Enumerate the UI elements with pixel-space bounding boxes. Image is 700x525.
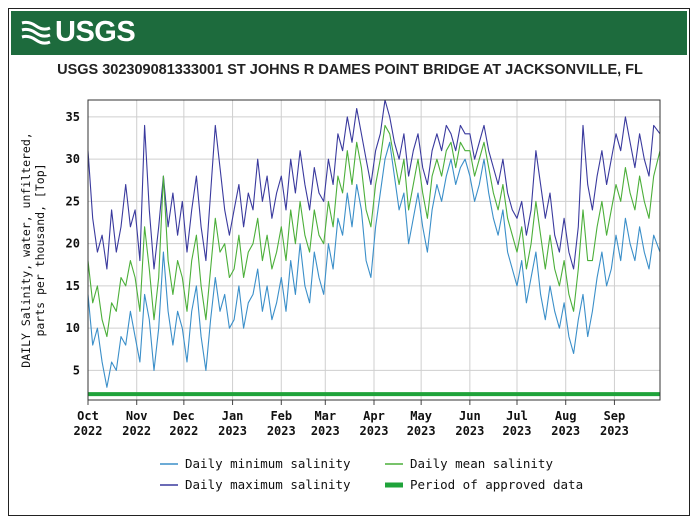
x-tick-label-year: 2023 [407, 424, 436, 438]
x-tick-label-month: Mar [314, 409, 336, 423]
legend-label: Daily maximum salinity [185, 477, 351, 492]
plot-border [87, 99, 661, 401]
y-tick-label: 15 [66, 279, 80, 293]
y-tick-label: 30 [66, 152, 80, 166]
x-tick-label-month: Jan [222, 409, 244, 423]
y-axis-label-line2: parts per thousand, [Top] [33, 163, 47, 336]
series-line-daily-minimum-salinity [87, 141, 661, 388]
y-tick-label: 10 [66, 321, 80, 335]
x-tick-label-year: 2023 [455, 424, 484, 438]
x-tick-label-year: 2023 [600, 424, 629, 438]
x-tick-label-year: 2023 [267, 424, 296, 438]
x-tick-label-month: Apr [363, 409, 385, 423]
y-tick-label: 20 [66, 237, 80, 251]
x-tick-label-year: 2023 [503, 424, 532, 438]
y-tick-label: 5 [73, 363, 80, 377]
x-tick-label-year: 2023 [311, 424, 340, 438]
x-tick-label-month: Sep [604, 409, 626, 423]
x-tick-label-month: Feb [270, 409, 292, 423]
legend-label: Period of approved data [410, 477, 583, 492]
x-tick-label-month: Dec [173, 409, 195, 423]
x-tick-label-month: Jun [459, 409, 481, 423]
x-tick-label-year: 2022 [74, 424, 103, 438]
usgs-logo-text: USGS [55, 16, 136, 48]
legend-label: Daily minimum salinity [185, 456, 351, 471]
x-tick-label-year: 2022 [169, 424, 198, 438]
legend-label: Daily mean salinity [410, 456, 553, 471]
y-axis-label-line1: DAILY Salinity, water, unfiltered, [19, 132, 33, 367]
x-tick-label-year: 2023 [551, 424, 580, 438]
x-tick-label-month: May [410, 409, 432, 423]
x-tick-label-month: Nov [126, 409, 148, 423]
y-tick-label: 35 [66, 110, 80, 124]
series-line-daily-mean-salinity [87, 124, 661, 338]
x-tick-label-month: Oct [77, 409, 99, 423]
y-tick-label: 25 [66, 194, 80, 208]
x-tick-label-year: 2023 [360, 424, 389, 438]
usgs-wave-icon [21, 20, 51, 45]
x-tick-label-month: Jul [506, 409, 528, 423]
x-tick-label-year: 2023 [218, 424, 247, 438]
chart-title: USGS 302309081333001 ST JOHNS R DAMES PO… [57, 62, 643, 78]
x-tick-label-year: 2022 [122, 424, 151, 438]
series-line-daily-maximum-salinity [87, 99, 661, 270]
x-tick-label-month: Aug [555, 409, 577, 423]
usgs-banner: USGS [11, 11, 687, 55]
